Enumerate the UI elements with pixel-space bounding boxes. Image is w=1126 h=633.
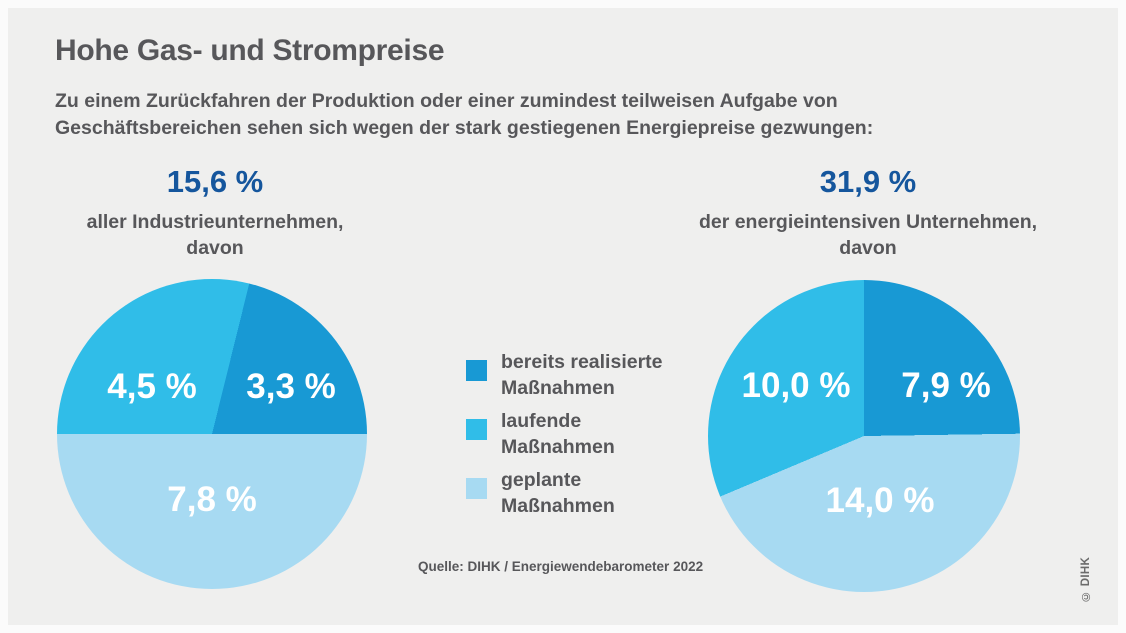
stat-desc-line-1: aller Industrieunternehmen, bbox=[86, 211, 344, 233]
subtitle-line-2: Geschäftsbereichen sehen sich wegen der … bbox=[55, 117, 874, 139]
stat-description-all-companies: aller Industrieunternehmen, davon bbox=[55, 209, 375, 261]
stat-value-all-companies: 15,6 % bbox=[166, 164, 264, 199]
pie-slice-label-planned: 14,0 % bbox=[825, 481, 935, 520]
legend-label-realized: bereits realisierte Maßnahmen bbox=[501, 349, 663, 401]
pie-slice-label-ongoing: 10,0 % bbox=[741, 366, 851, 405]
pie-chart-all-companies: 4,5 % 3,3 % 7,8 % bbox=[57, 279, 367, 589]
subtitle-line-1: Zu einem Zurückfahren der Produktion ode… bbox=[55, 90, 838, 112]
page-title: Hohe Gas- und Strompreise bbox=[55, 34, 445, 67]
legend-label-line-1: geplante bbox=[501, 469, 582, 491]
legend-swatch-realized-icon bbox=[466, 360, 487, 381]
legend-label-line-1: bereits realisierte bbox=[501, 351, 663, 373]
pie-slice-label-realized: 3,3 % bbox=[246, 367, 336, 406]
subtitle: Zu einem Zurückfahren der Produktion ode… bbox=[55, 88, 873, 142]
stat-desc-line-2: davon bbox=[839, 237, 897, 259]
stat-desc-line-2: davon bbox=[186, 237, 244, 259]
stat-description-energy-intensive: der energieintensiven Unternehmen, davon bbox=[688, 209, 1048, 261]
legend-label-line-2: Maßnahmen bbox=[501, 495, 615, 517]
legend: bereits realisierte Maßnahmen laufende M… bbox=[466, 349, 663, 526]
stat-desc-line-1: der energieintensiven Unternehmen, bbox=[698, 211, 1038, 233]
copyright-note: © DIHK bbox=[1080, 556, 1092, 602]
pie-slice-label-planned: 7,8 % bbox=[167, 480, 257, 519]
legend-swatch-planned-icon bbox=[466, 478, 487, 499]
pie-slice-label-ongoing: 4,5 % bbox=[107, 367, 197, 406]
legend-label-line-2: Maßnahmen bbox=[501, 377, 615, 399]
legend-item-ongoing: laufende Maßnahmen bbox=[466, 408, 663, 460]
legend-item-realized: bereits realisierte Maßnahmen bbox=[466, 349, 663, 401]
stat-block-energy-intensive: 31,9 % der energieintensiven Unternehmen… bbox=[688, 164, 1048, 261]
legend-label-planned: geplante Maßnahmen bbox=[501, 467, 615, 519]
legend-label-ongoing: laufende Maßnahmen bbox=[501, 408, 615, 460]
legend-swatch-ongoing-icon bbox=[466, 419, 487, 440]
stat-block-all-companies: 15,6 % aller Industrieunternehmen, davon bbox=[55, 164, 375, 261]
stat-value-energy-intensive: 31,9 % bbox=[819, 164, 917, 199]
pie-chart-energy-intensive: 10,0 % 7,9 % 14,0 % bbox=[708, 280, 1020, 592]
legend-item-planned: geplante Maßnahmen bbox=[466, 467, 663, 519]
legend-label-line-2: Maßnahmen bbox=[501, 436, 615, 458]
legend-label-line-1: laufende bbox=[501, 410, 582, 432]
pie-slice-label-realized: 7,9 % bbox=[901, 366, 991, 405]
source-note: Quelle: DIHK / Energiewendebarometer 202… bbox=[418, 559, 704, 574]
